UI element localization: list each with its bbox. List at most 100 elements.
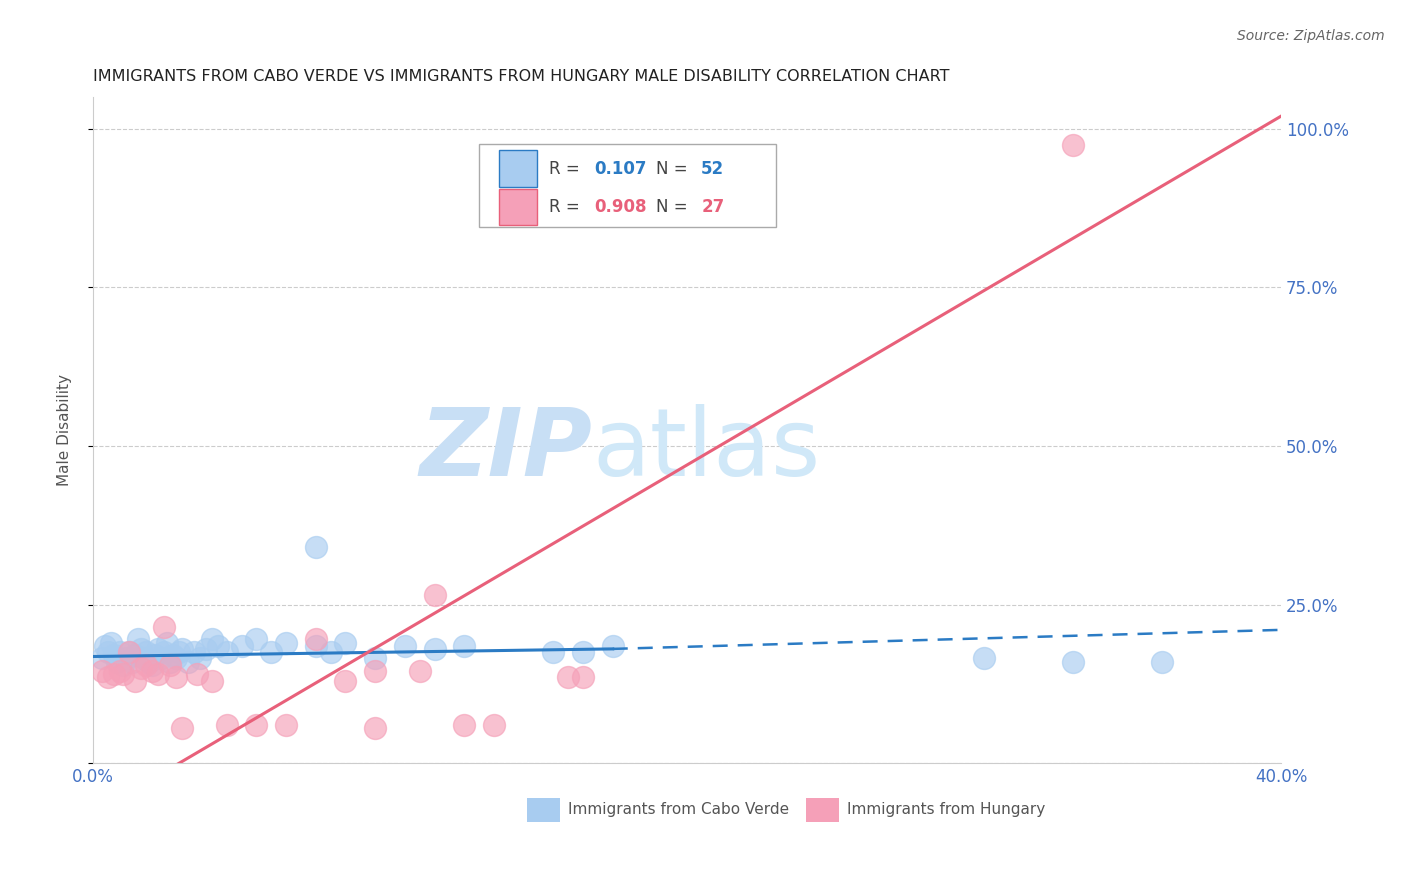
- Point: [90, 651, 112, 665]
- Point: [186, 667, 208, 681]
- Point: [364, 651, 387, 665]
- Point: [602, 639, 624, 653]
- Text: 27: 27: [702, 198, 724, 216]
- Point: [145, 648, 167, 663]
- Point: [121, 655, 143, 669]
- Text: Immigrants from Hungary: Immigrants from Hungary: [848, 802, 1046, 817]
- Point: [108, 664, 131, 678]
- Point: [274, 635, 297, 649]
- Point: [162, 648, 184, 663]
- Point: [973, 651, 995, 665]
- Point: [167, 645, 190, 659]
- Text: atlas: atlas: [592, 404, 820, 496]
- Point: [453, 639, 475, 653]
- Point: [97, 670, 120, 684]
- Point: [207, 639, 229, 653]
- Point: [188, 651, 211, 665]
- Point: [231, 639, 253, 653]
- Point: [215, 645, 238, 659]
- FancyBboxPatch shape: [479, 144, 776, 227]
- Point: [124, 648, 146, 663]
- Point: [153, 645, 176, 659]
- Point: [453, 718, 475, 732]
- Point: [148, 667, 170, 681]
- Text: N =: N =: [657, 160, 693, 178]
- Point: [159, 657, 181, 672]
- Point: [111, 667, 134, 681]
- Point: [127, 632, 149, 647]
- Text: Source: ZipAtlas.com: Source: ZipAtlas.com: [1237, 29, 1385, 43]
- Point: [165, 670, 187, 684]
- Point: [135, 645, 157, 659]
- Point: [1152, 655, 1174, 669]
- Point: [364, 721, 387, 735]
- Point: [1062, 137, 1084, 152]
- Point: [141, 664, 163, 678]
- Point: [543, 645, 565, 659]
- Text: R =: R =: [550, 198, 585, 216]
- Point: [141, 657, 163, 672]
- Point: [423, 641, 446, 656]
- Y-axis label: Male Disability: Male Disability: [58, 374, 72, 486]
- Point: [148, 641, 170, 656]
- Point: [103, 648, 125, 663]
- Point: [557, 670, 579, 684]
- Point: [103, 667, 125, 681]
- Point: [114, 651, 136, 665]
- Point: [100, 635, 122, 649]
- Point: [108, 645, 131, 659]
- Point: [245, 632, 267, 647]
- Point: [165, 651, 187, 665]
- Point: [335, 673, 357, 688]
- Point: [172, 721, 194, 735]
- Point: [572, 670, 595, 684]
- Point: [177, 655, 200, 669]
- FancyBboxPatch shape: [499, 150, 537, 187]
- Point: [305, 541, 328, 555]
- Text: ZIP: ZIP: [419, 404, 592, 496]
- Point: [129, 661, 152, 675]
- Point: [194, 641, 217, 656]
- Point: [118, 645, 141, 659]
- Text: 0.107: 0.107: [595, 160, 647, 178]
- Text: N =: N =: [657, 198, 693, 216]
- Point: [335, 635, 357, 649]
- Point: [274, 718, 297, 732]
- Point: [97, 645, 120, 659]
- Text: 0.908: 0.908: [595, 198, 647, 216]
- Text: Immigrants from Cabo Verde: Immigrants from Cabo Verde: [568, 802, 789, 817]
- Point: [132, 651, 155, 665]
- Text: R =: R =: [550, 160, 585, 178]
- Point: [305, 639, 328, 653]
- Point: [319, 645, 342, 659]
- FancyBboxPatch shape: [806, 797, 839, 822]
- Point: [305, 632, 328, 647]
- Point: [129, 641, 152, 656]
- Point: [138, 655, 160, 669]
- Point: [90, 664, 112, 678]
- Point: [215, 718, 238, 732]
- Point: [135, 657, 157, 672]
- Point: [172, 641, 194, 656]
- Point: [482, 718, 505, 732]
- Point: [124, 673, 146, 688]
- Point: [153, 620, 176, 634]
- Point: [572, 645, 595, 659]
- Point: [183, 645, 205, 659]
- Point: [201, 673, 224, 688]
- Point: [409, 664, 432, 678]
- Point: [245, 718, 267, 732]
- FancyBboxPatch shape: [527, 797, 560, 822]
- Point: [423, 588, 446, 602]
- FancyBboxPatch shape: [499, 188, 537, 225]
- Text: 52: 52: [702, 160, 724, 178]
- Point: [201, 632, 224, 647]
- Point: [1062, 655, 1084, 669]
- Point: [394, 639, 416, 653]
- Point: [159, 655, 181, 669]
- Point: [364, 664, 387, 678]
- Point: [105, 655, 128, 669]
- Text: IMMIGRANTS FROM CABO VERDE VS IMMIGRANTS FROM HUNGARY MALE DISABILITY CORRELATIO: IMMIGRANTS FROM CABO VERDE VS IMMIGRANTS…: [93, 69, 949, 84]
- Point: [156, 635, 179, 649]
- Point: [150, 651, 173, 665]
